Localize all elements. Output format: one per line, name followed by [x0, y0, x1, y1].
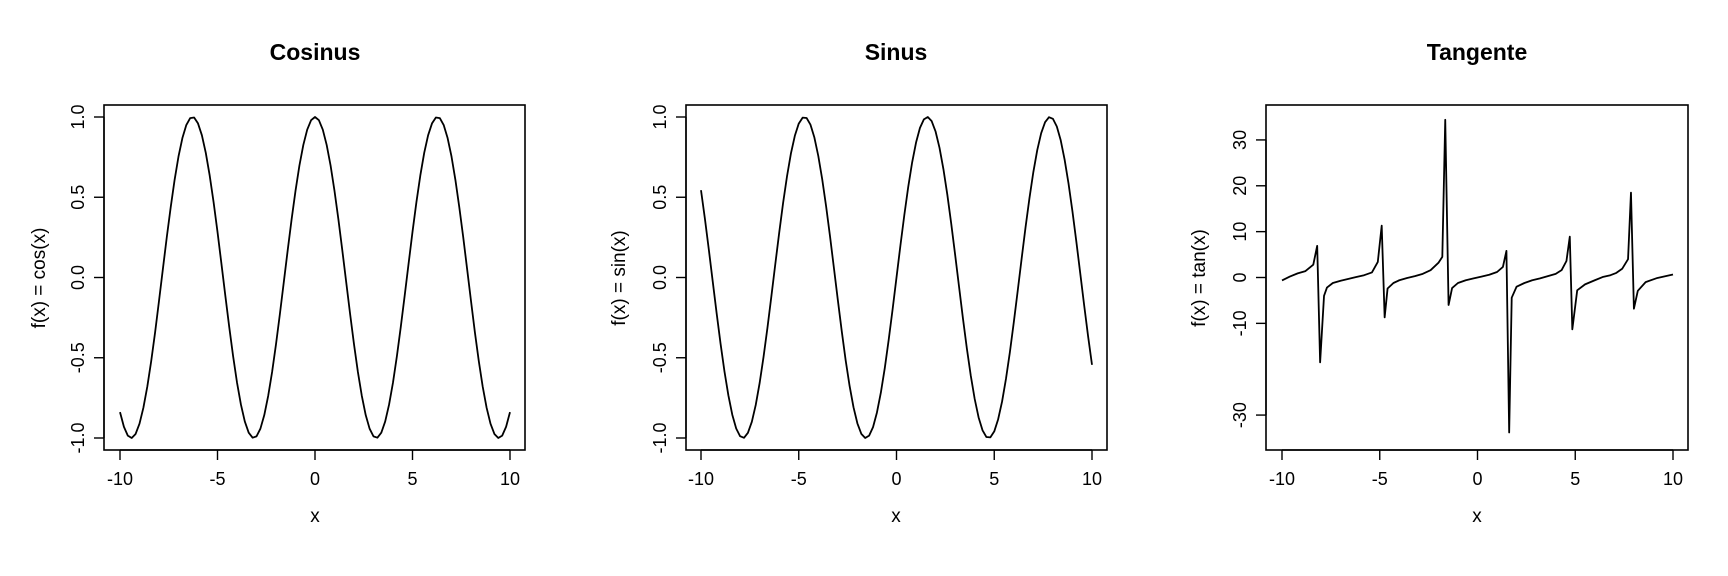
y-tick-label: -10: [1230, 310, 1250, 336]
series-line: [1281, 118, 1674, 434]
x-tick-label: 5: [407, 469, 417, 489]
series-line: [119, 116, 511, 439]
series-lines: [1281, 118, 1674, 434]
x-tick-label: 5: [1570, 469, 1580, 489]
y-axis-label: f(x) = tan(x): [1189, 229, 1210, 327]
axis-ticks: -10 -5 0 5 10 -1.0 -0.5 0.0 0.5 1.0: [68, 104, 520, 489]
axis-ticks: -10 -5 0 5 10 -1.0 -0.5 0.0 0.5 1.0: [650, 104, 1102, 489]
x-tick-label: -5: [1372, 469, 1388, 489]
x-tick-label: 10: [500, 469, 520, 489]
x-tick-label: 0: [310, 469, 320, 489]
plot-frame: [103, 104, 526, 451]
series-lines: [700, 116, 1093, 439]
y-tick-label: 0.0: [650, 265, 670, 290]
y-tick-label: 1.0: [68, 104, 88, 129]
x-axis-label: x: [891, 506, 901, 527]
x-axis-label: x: [1472, 506, 1482, 527]
chart-title: Tangente: [1427, 39, 1528, 65]
y-tick-label: 0: [1230, 272, 1250, 282]
chart-title: Cosinus: [270, 39, 361, 65]
x-tick-label: -10: [688, 469, 714, 489]
y-tick-label: 0.5: [650, 185, 670, 210]
panel-tangente: Tangente x f(x) = tan(x) -10 -5 0 5 10-30-10…: [1189, 39, 1689, 527]
x-tick-label: 5: [989, 469, 999, 489]
chart-title: Sinus: [865, 39, 928, 65]
x-tick-label: -5: [791, 469, 807, 489]
x-tick-label: -10: [1269, 469, 1295, 489]
series-lines: [119, 116, 511, 439]
y-tick-label: 0.5: [68, 185, 88, 210]
y-tick-label: -1.0: [68, 422, 88, 453]
y-tick-label: -0.5: [68, 342, 88, 373]
x-tick-label: 10: [1082, 469, 1102, 489]
y-tick-label: 1.0: [650, 104, 670, 129]
x-tick-label: -10: [107, 469, 133, 489]
y-axis-label: f(x) = sin(x): [609, 230, 630, 326]
axis-ticks: -10 -5 0 5 10 -30 -10 0 10 20 30: [1230, 130, 1683, 489]
y-tick-label: -0.5: [650, 342, 670, 373]
x-tick-label: 0: [1472, 469, 1482, 489]
y-tick-label: -30: [1230, 402, 1250, 428]
y-tick-label: -1.0: [650, 422, 670, 453]
x-tick-label: 10: [1663, 469, 1683, 489]
series-line: [700, 116, 1093, 439]
x-tick-label: -5: [209, 469, 225, 489]
y-tick-label: 30: [1230, 130, 1250, 150]
panel-sinus: Sinus x f(x) = sin(x) -10 -5 0 5 10 -1.0 -0.5 0…: [609, 39, 1108, 527]
y-tick-label: 0.0: [68, 265, 88, 290]
panel-cosinus: Cosinus x f(x) = cos(x) -10 -5 0 5 10 -1.0 -0.…: [29, 39, 526, 527]
x-axis-label: x: [310, 506, 320, 527]
y-tick-label: 10: [1230, 222, 1250, 242]
x-tick-label: 0: [891, 469, 901, 489]
y-tick-label: 20: [1230, 176, 1250, 196]
y-axis-label: f(x) = cos(x): [29, 228, 50, 329]
